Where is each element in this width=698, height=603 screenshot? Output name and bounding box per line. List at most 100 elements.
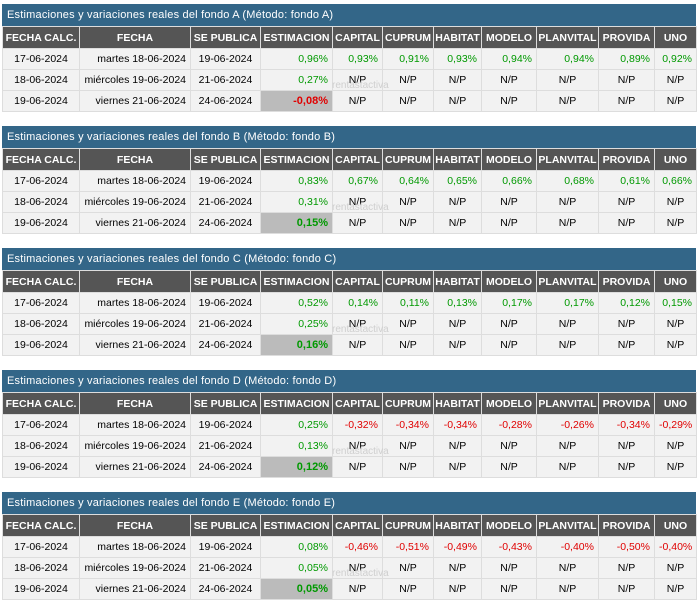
fecha-cell: martes 18-06-2024 (79, 292, 191, 314)
se-publica-cell: 21-06-2024 (190, 313, 261, 335)
fecha-calc-cell: 18-06-2024 (2, 69, 80, 91)
se-publica-cell: 19-06-2024 (190, 48, 261, 70)
afp-value-cell: N/P (382, 578, 434, 600)
fecha-cell: martes 18-06-2024 (79, 414, 191, 436)
se-publica-cell: 19-06-2024 (190, 536, 261, 558)
afp-value-cell: N/P (332, 557, 383, 579)
afp-value-cell: 0,68% (536, 170, 599, 192)
afp-value-cell: N/P (536, 90, 599, 112)
column-header: CUPRUM (382, 26, 434, 49)
afp-value-cell: N/P (654, 69, 697, 91)
estimacion-cell: 0,25% (260, 313, 333, 335)
afp-value-cell: N/P (536, 435, 599, 457)
column-header: MODELO (481, 392, 537, 415)
se-publica-cell: 24-06-2024 (190, 90, 261, 112)
afp-value-cell: N/P (654, 334, 697, 356)
column-header: PROVIDA (598, 270, 655, 293)
afp-value-cell: N/P (598, 313, 655, 335)
afp-value-cell: 0,67% (332, 170, 383, 192)
afp-value-cell: N/P (433, 212, 482, 234)
afp-value-cell: N/P (536, 456, 599, 478)
afp-value-cell: -0,40% (654, 536, 697, 558)
estimacion-cell: 0,08% (260, 536, 333, 558)
afp-value-cell: N/P (332, 90, 383, 112)
afp-value-cell: -0,49% (433, 536, 482, 558)
afp-value-cell: N/P (536, 191, 599, 213)
column-header: CAPITAL (332, 26, 383, 49)
column-header: CAPITAL (332, 148, 383, 171)
fecha-calc-cell: 19-06-2024 (2, 578, 80, 600)
fecha-calc-cell: 18-06-2024 (2, 191, 80, 213)
afp-value-cell: 0,93% (332, 48, 383, 70)
afp-value-cell: N/P (598, 435, 655, 457)
afp-value-cell: N/P (332, 212, 383, 234)
section-title: Estimaciones y variaciones reales del fo… (2, 370, 696, 392)
se-publica-cell: 19-06-2024 (190, 170, 261, 192)
afp-value-cell: N/P (481, 313, 537, 335)
column-header: PROVIDA (598, 148, 655, 171)
se-publica-cell: 21-06-2024 (190, 191, 261, 213)
afp-value-cell: -0,43% (481, 536, 537, 558)
fecha-cell: miércoles 19-06-2024 (79, 557, 191, 579)
afp-value-cell: N/P (332, 69, 383, 91)
afp-value-cell: 0,14% (332, 292, 383, 314)
fecha-cell: viernes 21-06-2024 (79, 334, 191, 356)
table-row: 18-06-2024 miércoles 19-06-2024 21-06-2024… (2, 435, 697, 457)
afp-value-cell: 0,92% (654, 48, 697, 70)
table-header-row: FECHA CALC. FECHA SE PUBLICA ESTIMACION CAPI… (2, 514, 697, 537)
fecha-cell: viernes 21-06-2024 (79, 456, 191, 478)
afp-value-cell: -0,40% (536, 536, 599, 558)
column-header: SE PUBLICA (190, 148, 261, 171)
afp-value-cell: 0,93% (433, 48, 482, 70)
fecha-calc-cell: 18-06-2024 (2, 557, 80, 579)
fecha-calc-cell: 18-06-2024 (2, 435, 80, 457)
afp-value-cell: 0,66% (481, 170, 537, 192)
estimacion-cell: 0,12% (260, 456, 333, 478)
column-header: CAPITAL (332, 270, 383, 293)
estimacion-cell: 0,25% (260, 414, 333, 436)
afp-value-cell: 0,12% (598, 292, 655, 314)
afp-value-cell: -0,46% (332, 536, 383, 558)
fecha-cell: miércoles 19-06-2024 (79, 313, 191, 335)
column-header: CAPITAL (332, 514, 383, 537)
column-header: SE PUBLICA (190, 270, 261, 293)
afp-value-cell: N/P (536, 313, 599, 335)
column-header: CUPRUM (382, 514, 434, 537)
fecha-calc-cell: 17-06-2024 (2, 170, 80, 192)
fecha-cell: martes 18-06-2024 (79, 170, 191, 192)
afp-value-cell: N/P (654, 557, 697, 579)
afp-value-cell: N/P (433, 456, 482, 478)
se-publica-cell: 24-06-2024 (190, 212, 261, 234)
afp-value-cell: 0,65% (433, 170, 482, 192)
column-header: CUPRUM (382, 392, 434, 415)
afp-value-cell: N/P (481, 334, 537, 356)
afp-value-cell: N/P (654, 578, 697, 600)
afp-value-cell: 0,66% (654, 170, 697, 192)
afp-value-cell: N/P (433, 557, 482, 579)
column-header: PROVIDA (598, 514, 655, 537)
section-title: Estimaciones y variaciones reales del fo… (2, 492, 696, 514)
table-row: 19-06-2024 viernes 21-06-2024 24-06-2024 -0… (2, 90, 697, 112)
column-header: MODELO (481, 514, 537, 537)
afp-value-cell: N/P (654, 435, 697, 457)
fecha-calc-cell: 17-06-2024 (2, 48, 80, 70)
table-row: 19-06-2024 viernes 21-06-2024 24-06-2024 0,… (2, 334, 697, 356)
afp-value-cell: N/P (481, 191, 537, 213)
afp-value-cell: N/P (536, 69, 599, 91)
column-header: MODELO (481, 148, 537, 171)
column-header: FECHA CALC. (2, 26, 80, 49)
se-publica-cell: 19-06-2024 (190, 292, 261, 314)
table-row: 19-06-2024 viernes 21-06-2024 24-06-2024 0,… (2, 212, 697, 234)
se-publica-cell: 24-06-2024 (190, 334, 261, 356)
estimacion-cell: 0,27% (260, 69, 333, 91)
afp-value-cell: 0,89% (598, 48, 655, 70)
afp-value-cell: -0,34% (598, 414, 655, 436)
table-row: 17-06-2024 martes 18-06-2024 19-06-2024 0,9… (2, 48, 697, 70)
table-row: 18-06-2024 miércoles 19-06-2024 21-06-2024… (2, 313, 697, 335)
column-header: FECHA (79, 514, 191, 537)
fund-estimates-table: FECHA CALC. FECHA SE PUBLICA ESTIMACION CAPI… (2, 392, 697, 478)
fecha-cell: viernes 21-06-2024 (79, 90, 191, 112)
table-row: 17-06-2024 martes 18-06-2024 19-06-2024 0,2… (2, 414, 697, 436)
afp-value-cell: N/P (382, 313, 434, 335)
column-header: ESTIMACION (260, 392, 333, 415)
